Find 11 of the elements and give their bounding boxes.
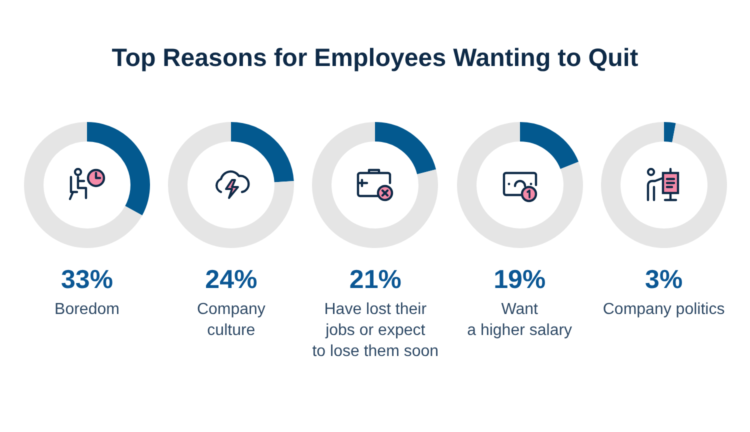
- text: Top Reasons for Employees Wanting to Quit: [110, 43, 640, 73]
- text: 24%: [204, 264, 258, 294]
- text: Have lost their jobs or expect to lose them soon: [311, 300, 440, 362]
- text: 21%: [348, 264, 402, 294]
- text: Company politics: [602, 300, 726, 320]
- text: Want a higher salary: [466, 300, 574, 341]
- text: Boredom: [54, 300, 120, 320]
- text: 19%: [492, 264, 547, 294]
- text: 3%: [644, 264, 684, 294]
- text: 33%: [60, 264, 114, 294]
- text: Company culture: [196, 300, 266, 341]
